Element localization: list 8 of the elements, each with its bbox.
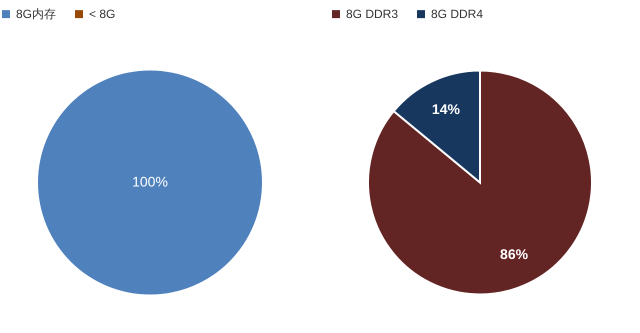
legend-label: 8G DDR4: [431, 7, 484, 22]
pie-slice: [367, 70, 593, 296]
data-label: 86%: [500, 246, 529, 262]
legend-label: 8G内存: [16, 7, 56, 22]
data-label: 14%: [432, 101, 460, 118]
data-label: 100%: [132, 174, 168, 190]
legend-label: < 8G: [89, 7, 116, 22]
legend-label: 8G DDR3: [346, 7, 398, 22]
